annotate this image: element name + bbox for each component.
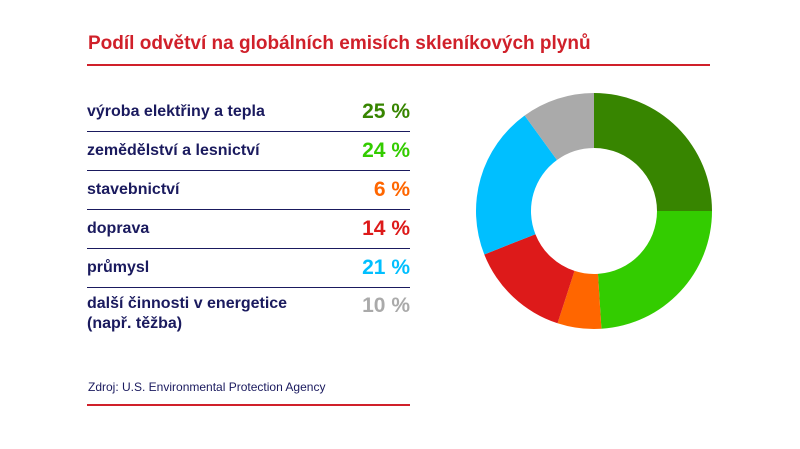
legend-value: 24 %: [362, 139, 410, 162]
legend-value: 6 %: [373, 178, 410, 201]
legend-value: 25 %: [362, 100, 410, 123]
donut-slice: [594, 93, 712, 211]
legend-label: zemědělství a lesnictví: [87, 142, 260, 159]
legend-value: 21 %: [362, 256, 410, 279]
legend-row: další činnosti v energetice (např. těžba…: [87, 288, 410, 350]
legend-table: výroba elektřiny a tepla 25 % zemědělstv…: [87, 93, 410, 350]
source-note: Zdroj: U.S. Environmental Protection Age…: [88, 380, 326, 394]
legend-value: 10 %: [362, 294, 410, 317]
donut-slice: [476, 115, 557, 255]
legend-label: další činnosti v energetice (např. těžba…: [87, 295, 288, 332]
title-divider: [87, 64, 710, 66]
legend-row: zemědělství a lesnictví 24 %: [87, 132, 410, 171]
legend-row: výroba elektřiny a tepla 25 %: [87, 93, 410, 132]
legend-row: doprava 14 %: [87, 210, 410, 249]
bottom-divider: [87, 404, 410, 406]
donut-slice: [484, 234, 575, 324]
legend-label: stavebnictví: [87, 181, 180, 198]
chart-title: Podíl odvětví na globálních emisích skle…: [88, 33, 591, 54]
legend-label: průmysl: [87, 259, 150, 276]
donut-slice: [524, 93, 594, 161]
donut-slice: [557, 270, 602, 329]
legend-label: výroba elektřiny a tepla: [87, 103, 265, 120]
donut-slice: [597, 211, 712, 329]
legend-row: průmysl 21 %: [87, 249, 410, 288]
legend-row: stavebnictví 6 %: [87, 171, 410, 210]
legend-label: doprava: [87, 220, 150, 237]
legend-value: 14 %: [362, 217, 410, 240]
donut-chart: [476, 93, 712, 329]
